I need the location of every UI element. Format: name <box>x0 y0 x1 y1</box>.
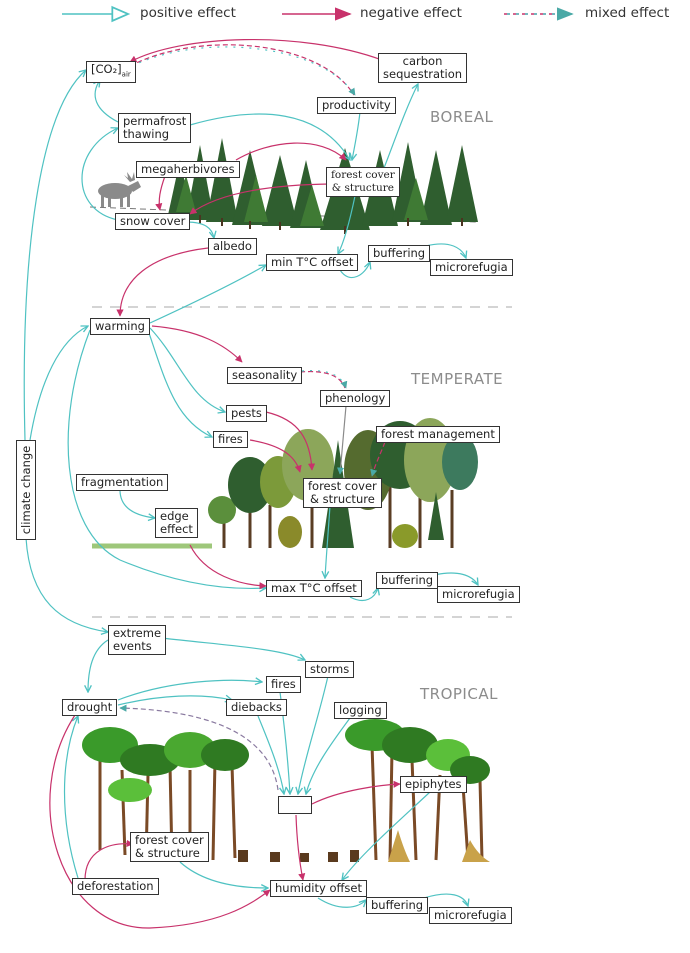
co2-label: [CO₂] <box>91 62 122 76</box>
snow-cover-node: snow cover <box>115 213 191 230</box>
temperate-buffering-node: buffering <box>376 572 439 589</box>
boreal-microrefugia-node: microrefugia <box>430 259 513 276</box>
diebacks-node: diebacks <box>226 699 287 716</box>
albedo-node: albedo <box>208 238 257 255</box>
deforestation-node: deforestation <box>72 878 159 895</box>
moose-icon <box>98 172 141 207</box>
tropical-forest-illustration <box>82 719 490 862</box>
productivity-node: productivity <box>317 97 396 114</box>
drought-node: drought <box>62 699 118 716</box>
region-label-boreal: BOREAL <box>430 108 494 126</box>
climate-change-node: climate change <box>16 440 36 540</box>
pests-node: pests <box>226 405 267 422</box>
temperate-microrefugia-node: microrefugia <box>437 586 520 603</box>
region-label-tropical: TROPICAL <box>420 685 498 703</box>
extreme-events-node: extreme events <box>108 625 167 655</box>
climate-change-label: climate change <box>19 445 33 535</box>
forest-management-node: forest management <box>376 426 500 443</box>
co2-air-node: [CO₂]air <box>86 61 136 84</box>
tropical-empty-node <box>278 796 312 814</box>
tropical-microrefugia-node: microrefugia <box>429 907 512 924</box>
permafrost-thawing-node: permafrost thawing <box>118 113 192 143</box>
seasonality-node: seasonality <box>227 367 303 384</box>
edge-effect-node: edge effect <box>155 508 198 538</box>
max-temperature-offset-node: max T°C offset <box>266 580 362 597</box>
legend-positive-label: positive effect <box>140 5 236 21</box>
warming-node: warming <box>90 318 150 335</box>
boreal-buffering-node: buffering <box>368 245 431 262</box>
legend-negative-label: negative effect <box>360 5 462 21</box>
megaherbivores-node: megaherbivores <box>136 161 240 178</box>
storms-node: storms <box>305 661 355 678</box>
epiphytes-node: epiphytes <box>400 776 467 793</box>
temperate-forest-cover-node: forest cover & structure <box>303 478 382 508</box>
boreal-forest-cover-node: forest cover & structure <box>326 167 400 197</box>
tropical-fires-node: fires <box>266 676 301 693</box>
logging-node: logging <box>334 702 387 719</box>
co2-subscript: air <box>121 70 131 79</box>
min-temperature-offset-node: min T°C offset <box>266 254 359 271</box>
tropical-buffering-node: buffering <box>366 897 429 914</box>
humidity-offset-node: humidity offset <box>270 880 367 897</box>
carbon-sequestration-node: carbon sequestration <box>378 53 468 83</box>
region-label-temperate: TEMPERATE <box>411 370 504 388</box>
phenology-node: phenology <box>320 390 391 407</box>
tropical-forest-cover-node: forest cover & structure <box>130 832 209 862</box>
temperate-fires-node: fires <box>213 431 248 448</box>
fragmentation-node: fragmentation <box>76 474 169 491</box>
legend-mixed-label: mixed effect <box>585 5 670 21</box>
